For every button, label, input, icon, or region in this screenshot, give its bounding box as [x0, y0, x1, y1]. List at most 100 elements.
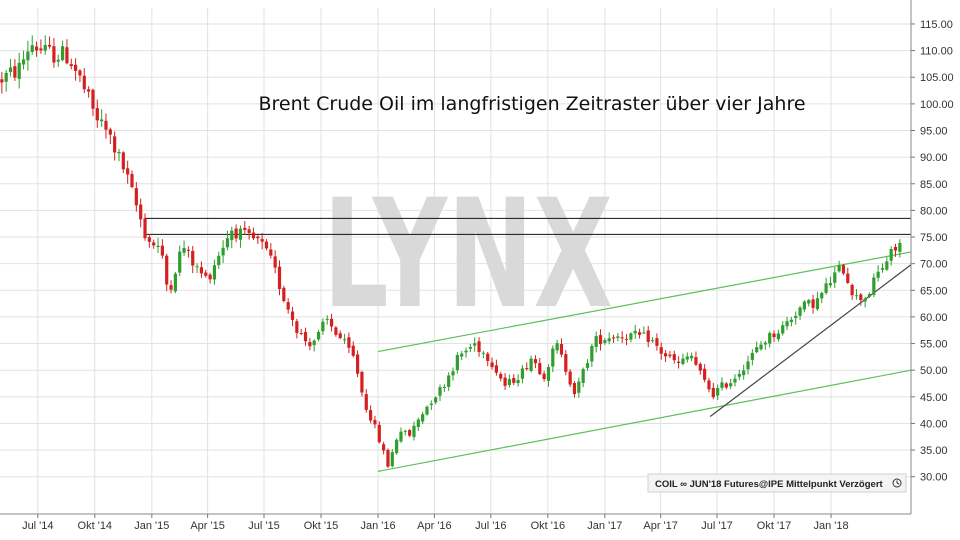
- candle-body: [577, 381, 581, 393]
- candle-body: [69, 64, 73, 67]
- candle-body: [316, 331, 321, 340]
- candle-body: [334, 327, 338, 335]
- candle-body: [811, 299, 815, 308]
- candle-body: [308, 342, 312, 347]
- candle-body: [781, 325, 785, 334]
- candle-body: [312, 340, 316, 346]
- candle-body: [755, 347, 759, 353]
- candle-body: [815, 298, 820, 310]
- candle-body: [841, 265, 846, 274]
- candle-body: [759, 344, 763, 350]
- candle-body: [490, 362, 494, 368]
- candle-body: [121, 152, 125, 170]
- candle-body: [34, 46, 39, 51]
- y-tick-label: 35.00: [920, 445, 948, 457]
- candle-body: [525, 368, 529, 370]
- candle-body: [455, 355, 459, 371]
- candle-body: [39, 48, 43, 51]
- candle-body: [716, 388, 720, 396]
- x-axis: Jul '14 Okt '14 Jan '15 Apr '15 Jul '15 Okt '…: [22, 514, 849, 532]
- candle-body: [100, 119, 104, 122]
- candle-body: [529, 358, 533, 371]
- x-tick-label: Jul '17: [701, 520, 732, 532]
- candle-body: [8, 67, 13, 73]
- candle-body: [347, 337, 351, 348]
- candle-body: [165, 255, 169, 285]
- candle-body: [47, 44, 52, 47]
- candle-body: [555, 343, 559, 351]
- candle-body: [21, 59, 26, 65]
- candle-body: [43, 45, 47, 51]
- y-tick-label: 70.00: [920, 259, 948, 271]
- candle-body: [355, 354, 360, 374]
- candle-body: [581, 369, 585, 383]
- candle-body: [429, 403, 433, 406]
- candle-body: [854, 295, 859, 297]
- candle-body: [876, 271, 880, 278]
- candle-body: [373, 419, 377, 425]
- candle-body: [126, 168, 130, 175]
- x-tick-label: Okt '16: [531, 520, 566, 532]
- candle-body: [889, 249, 893, 261]
- candle-body: [113, 136, 117, 153]
- candle-body: [264, 241, 269, 249]
- candle-body: [733, 378, 737, 383]
- candle-body: [108, 129, 112, 135]
- candle-body: [290, 311, 295, 320]
- candle-body: [768, 333, 772, 344]
- y-tick-label: 45.00: [920, 392, 948, 404]
- candle-body: [104, 120, 108, 130]
- x-tick-label: Jan '18: [813, 520, 848, 532]
- candle-body: [585, 363, 590, 368]
- candle-body: [442, 386, 446, 388]
- candle-body: [629, 333, 633, 340]
- candle-body: [620, 337, 624, 339]
- candle-body: [412, 425, 416, 437]
- candle-body: [143, 218, 147, 239]
- candle-body: [238, 228, 243, 240]
- candle-body: [342, 339, 347, 341]
- candle-body: [368, 410, 373, 421]
- candle-body: [338, 333, 342, 339]
- x-tick-label: Apr '16: [417, 520, 452, 532]
- candle-body: [564, 354, 568, 372]
- candle-body: [74, 64, 78, 71]
- candle-body: [633, 330, 637, 334]
- candle-body: [824, 283, 828, 293]
- candle-body: [395, 439, 399, 454]
- candle-body: [208, 274, 212, 280]
- candle-body: [234, 228, 238, 239]
- candle-body: [507, 379, 512, 385]
- candle-body: [646, 330, 650, 342]
- candle-body: [65, 47, 69, 64]
- y-tick-label: 65.00: [920, 285, 948, 297]
- candle-body: [52, 46, 56, 63]
- candle-body: [828, 283, 833, 286]
- candle-body: [408, 430, 412, 436]
- candle-body: [277, 266, 282, 289]
- candle-body: [677, 361, 681, 363]
- candle-body: [186, 249, 190, 251]
- candle-body: [698, 363, 702, 371]
- candle-body: [386, 449, 390, 467]
- candle-body: [820, 292, 824, 299]
- candle-body: [225, 238, 230, 248]
- candle-body: [720, 382, 724, 388]
- candle-body: [0, 79, 4, 83]
- candle-body: [542, 373, 546, 380]
- candle-body: [95, 108, 99, 121]
- candle-body: [329, 318, 334, 327]
- candle-body: [416, 419, 420, 427]
- candle-body: [772, 333, 776, 338]
- candle-body: [481, 352, 485, 354]
- candle-body: [212, 265, 217, 280]
- candle-body: [572, 383, 577, 395]
- candle-body: [729, 383, 733, 387]
- candle-body: [681, 358, 685, 365]
- candle-body: [568, 371, 572, 385]
- source-label: COIL ∞ JUN'18 Futures@IPE Mittelpunkt Ve…: [655, 479, 884, 490]
- candle-body: [360, 371, 364, 393]
- candle-body: [173, 273, 177, 292]
- candle-body: [247, 229, 251, 233]
- y-tick-label: 30.00: [920, 472, 948, 484]
